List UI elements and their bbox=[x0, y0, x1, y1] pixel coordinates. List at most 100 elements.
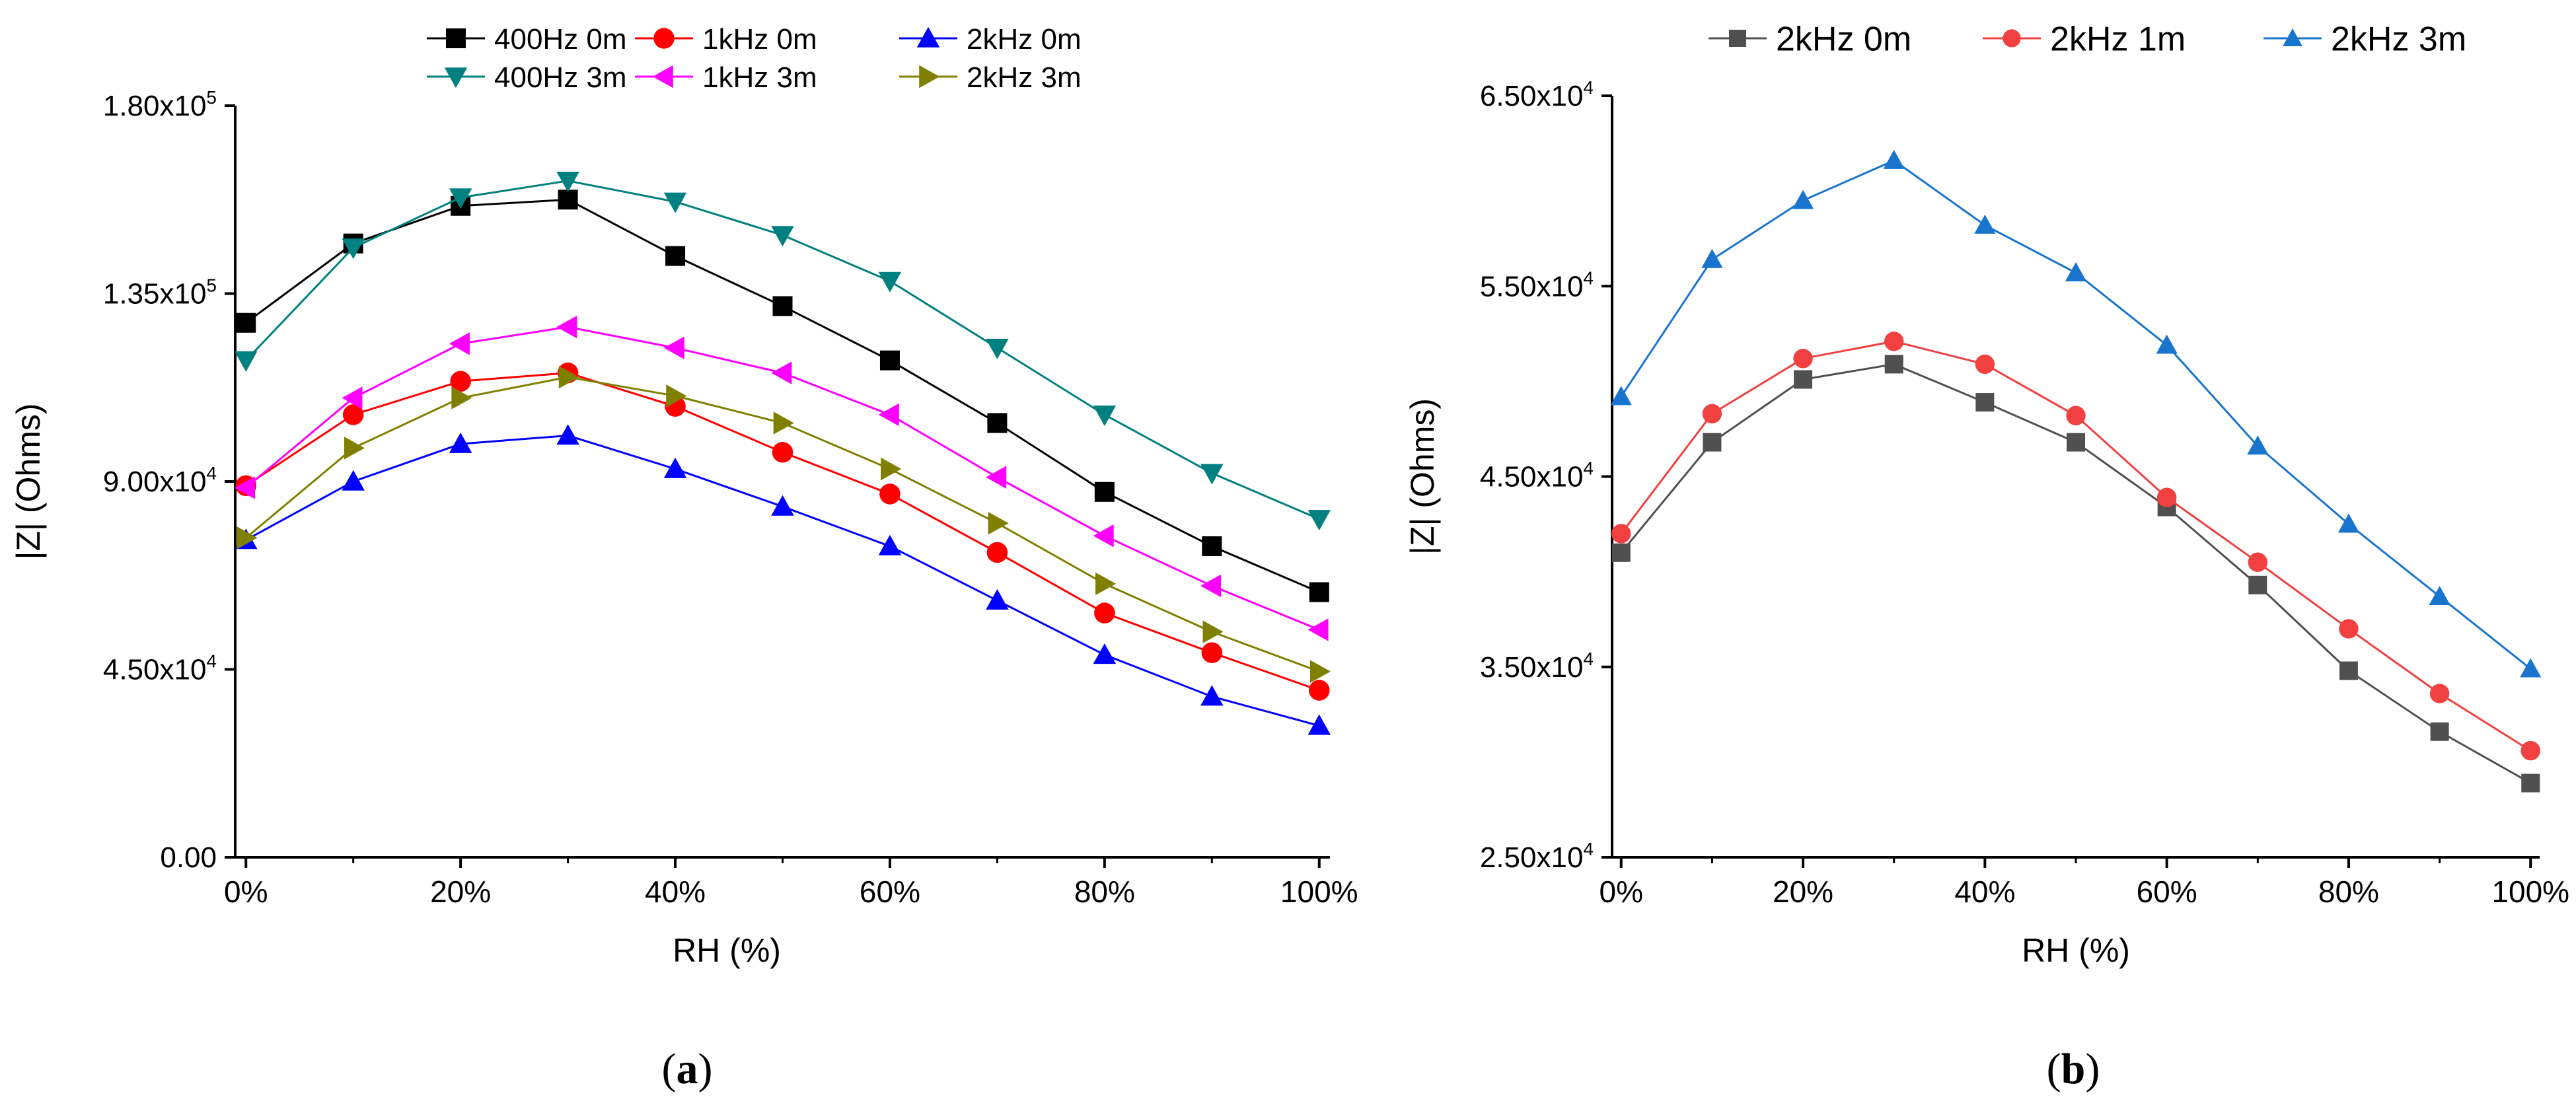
y-axis-title: |Z| (Ohms) bbox=[1404, 398, 1441, 555]
data-point bbox=[986, 542, 1008, 563]
data-point bbox=[987, 413, 1008, 433]
data-point bbox=[236, 312, 256, 333]
y-tick-label: 9.00x104 bbox=[103, 463, 217, 498]
chart-panel-a: 0.00 4.50x104 9.00x104 1.35x105 1.80x105 0% 20… bbox=[10, 23, 1358, 1093]
data-point bbox=[666, 384, 687, 408]
x-tick-label: 60% bbox=[2137, 874, 2197, 909]
y-axis-title: |Z| (Ohms) bbox=[10, 403, 47, 559]
data-point bbox=[2156, 334, 2178, 354]
data-point bbox=[449, 188, 472, 209]
x-tick-label: 60% bbox=[860, 874, 920, 909]
data-point bbox=[2429, 585, 2450, 605]
data-point bbox=[986, 588, 1009, 610]
data-point bbox=[771, 226, 794, 247]
data-point bbox=[879, 483, 901, 505]
panel-label: (a) bbox=[662, 1045, 713, 1093]
legend-item: 1kHz 3m bbox=[635, 61, 817, 94]
series-400hz-3m bbox=[234, 172, 1331, 531]
data-point bbox=[1792, 190, 1814, 209]
data-point bbox=[450, 371, 471, 392]
data-point bbox=[342, 238, 365, 260]
data-point bbox=[234, 351, 258, 372]
legend-marker bbox=[2003, 29, 2021, 48]
data-point bbox=[2248, 575, 2267, 594]
data-point bbox=[2430, 722, 2449, 741]
data-point bbox=[1701, 248, 1723, 268]
y-tick-label: 1.80x105 bbox=[103, 87, 217, 122]
legend-marker bbox=[653, 28, 675, 49]
x-tick-label: 80% bbox=[1074, 874, 1135, 909]
data-point bbox=[878, 271, 902, 293]
data-point bbox=[663, 457, 687, 478]
data-point bbox=[1200, 685, 1224, 706]
x-tick-label: 0% bbox=[224, 874, 268, 909]
legend-marker bbox=[444, 67, 468, 89]
data-point bbox=[772, 296, 793, 316]
data-point bbox=[1309, 680, 1330, 701]
data-point bbox=[1611, 543, 1631, 562]
data-point bbox=[1095, 572, 1117, 596]
series-400hz-0m bbox=[236, 190, 1329, 602]
x-tick-label: 100% bbox=[2491, 874, 2569, 909]
x-tick-label: 20% bbox=[430, 874, 491, 909]
data-point bbox=[773, 411, 794, 435]
data-point bbox=[1093, 406, 1117, 427]
series-2khz-0m bbox=[234, 424, 1331, 735]
data-point bbox=[1307, 714, 1331, 735]
data-point bbox=[2248, 552, 2267, 572]
data-point bbox=[558, 365, 579, 389]
data-point bbox=[881, 457, 902, 481]
x-tick-label: 40% bbox=[645, 874, 706, 909]
data-point bbox=[878, 534, 902, 555]
data-point bbox=[878, 403, 899, 427]
y-tick-label: 4.50x104 bbox=[103, 651, 217, 686]
data-point bbox=[2339, 661, 2358, 680]
x-tick-label: 0% bbox=[1600, 874, 1643, 909]
legend-label: 1kHz 3m bbox=[702, 61, 817, 94]
data-point bbox=[342, 404, 364, 425]
x-axis-title: RH (%) bbox=[2022, 932, 2130, 969]
data-point bbox=[988, 511, 1009, 535]
legend-label: 400Hz 3m bbox=[494, 61, 627, 94]
legend-marker bbox=[446, 28, 466, 48]
data-point bbox=[344, 437, 365, 460]
data-point bbox=[986, 338, 1009, 359]
data-point bbox=[1200, 464, 1224, 485]
data-point bbox=[1309, 582, 1329, 602]
series-2khz-3m bbox=[1610, 149, 2542, 678]
legend: 2kHz 0m 2kHz 1m 2kHz 3m bbox=[1709, 20, 2466, 59]
data-point bbox=[1094, 602, 1115, 623]
legend-item: 2kHz 0m bbox=[1709, 20, 1911, 59]
data-point bbox=[1202, 536, 1222, 556]
data-point bbox=[234, 476, 256, 499]
data-point bbox=[449, 432, 472, 453]
y-tick-label: 1.35x105 bbox=[103, 275, 217, 310]
data-point bbox=[2337, 513, 2360, 533]
series-line bbox=[245, 198, 1320, 593]
data-point bbox=[1975, 354, 1995, 374]
legend-label: 2kHz 1m bbox=[2050, 20, 2186, 59]
legend-item: 2kHz 0m bbox=[899, 23, 1082, 55]
data-point bbox=[1201, 642, 1223, 663]
data-point bbox=[2520, 658, 2542, 678]
legend-item: 400Hz 0m bbox=[427, 23, 627, 55]
data-point bbox=[2067, 433, 2085, 452]
series-1khz-3m bbox=[234, 315, 1329, 641]
data-point bbox=[879, 350, 900, 371]
y-tick-label: 0.00 bbox=[160, 841, 217, 874]
legend-item: 2kHz 1m bbox=[1983, 20, 2186, 59]
panel-label: (b) bbox=[2047, 1045, 2100, 1093]
legend-marker bbox=[652, 65, 673, 89]
data-point bbox=[1309, 660, 1331, 683]
data-point bbox=[451, 386, 472, 409]
series-line bbox=[1620, 340, 2532, 752]
legend-item: 400Hz 3m bbox=[427, 61, 627, 94]
legend-item: 1kHz 0m bbox=[635, 23, 817, 55]
data-point bbox=[1307, 510, 1331, 531]
data-point bbox=[2156, 487, 2177, 507]
data-point bbox=[1703, 433, 1722, 452]
data-point bbox=[2066, 406, 2086, 425]
y-tick-label: 4.50x104 bbox=[1480, 458, 1594, 493]
legend-marker bbox=[919, 65, 940, 89]
series-2khz-3m bbox=[237, 365, 1331, 683]
